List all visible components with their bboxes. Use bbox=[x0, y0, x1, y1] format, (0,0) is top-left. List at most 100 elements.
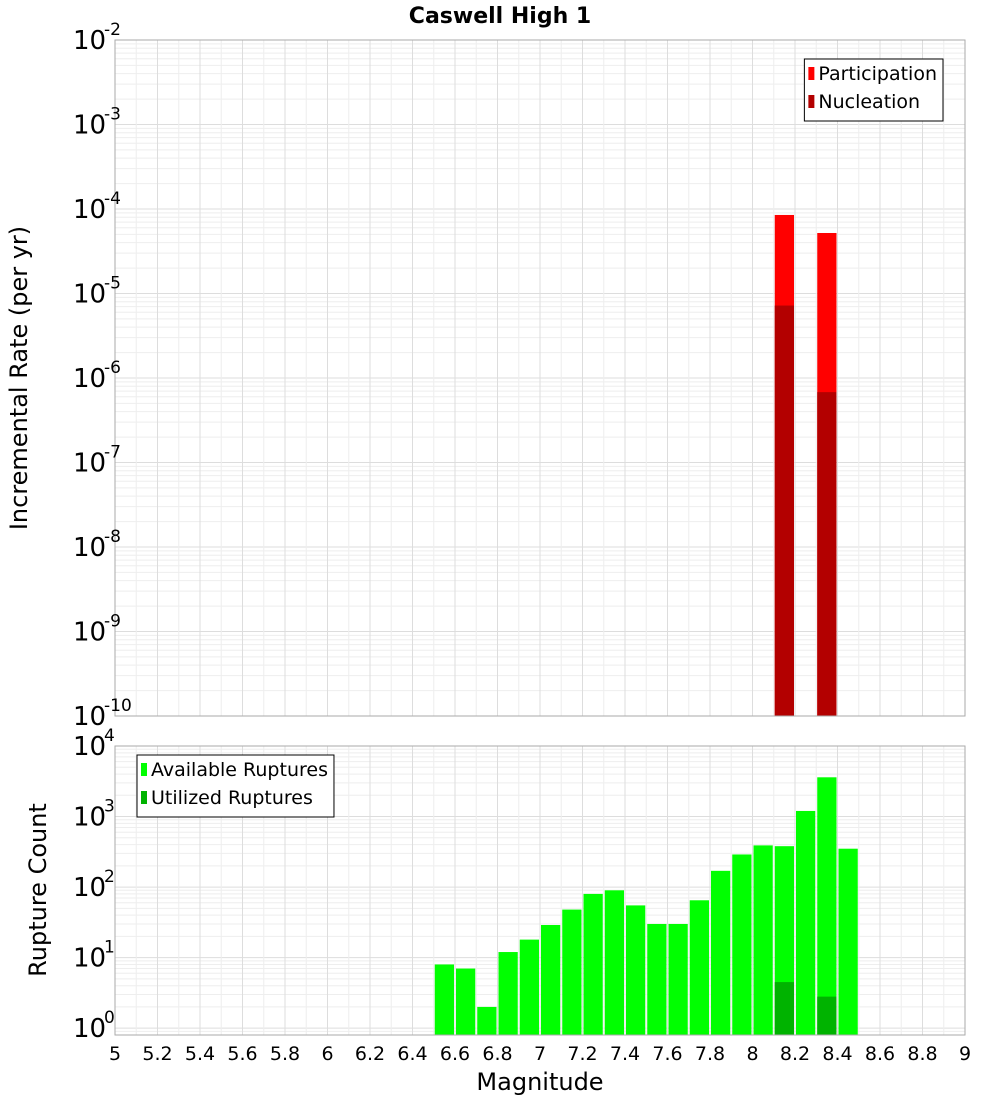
bar-available-ruptures bbox=[711, 870, 731, 1035]
y-tick-label: 10-8 bbox=[73, 527, 121, 563]
x-tick-label: 7 bbox=[534, 1043, 546, 1065]
bar-available-ruptures bbox=[838, 848, 858, 1035]
bar-available-ruptures bbox=[583, 893, 603, 1035]
bar-available-ruptures bbox=[647, 923, 667, 1035]
svg-text:10: 10 bbox=[73, 449, 106, 479]
x-tick-label: 5 bbox=[109, 1043, 121, 1065]
svg-text:-3: -3 bbox=[104, 105, 121, 125]
bar-available-ruptures bbox=[753, 845, 773, 1035]
y-tick-label: 101 bbox=[73, 938, 115, 974]
legend-swatch bbox=[808, 67, 815, 80]
bottom-plot-frame bbox=[114, 745, 966, 1036]
x-ticks: 5 5.2 5.4 5.6 5.8 6 6.2 6.4 6.6 6.8 7 7.2 7.4 7.6 7.8 8… bbox=[109, 1043, 971, 1065]
bar-available-ruptures bbox=[796, 810, 816, 1035]
y-tick-label: 10-6 bbox=[73, 358, 121, 394]
svg-text:10: 10 bbox=[73, 364, 106, 394]
y-tick-label: 100 bbox=[73, 1008, 115, 1044]
svg-text:10: 10 bbox=[73, 1014, 106, 1044]
legend-frame bbox=[136, 754, 335, 818]
bar-available-ruptures bbox=[562, 909, 582, 1035]
svg-text:10: 10 bbox=[73, 111, 106, 141]
bottom-y-axis-label: Rupture Count bbox=[24, 803, 52, 977]
bar-available-ruptures bbox=[604, 890, 624, 1035]
legend-frame bbox=[803, 58, 944, 122]
svg-text:-10: -10 bbox=[104, 696, 132, 716]
y-tick-label: 10-3 bbox=[73, 105, 121, 141]
svg-text:10: 10 bbox=[73, 732, 106, 762]
x-axis-label: Magnitude bbox=[476, 1068, 603, 1096]
y-tick-label: 10-9 bbox=[73, 612, 121, 648]
legend-label: Available Ruptures bbox=[151, 759, 328, 781]
x-tick-label: 5.8 bbox=[270, 1043, 300, 1065]
svg-text:10: 10 bbox=[73, 803, 106, 833]
x-tick-label: 6.8 bbox=[482, 1043, 512, 1065]
bar-available-ruptures bbox=[689, 900, 709, 1035]
legend-label: Participation bbox=[818, 63, 937, 85]
top-grid bbox=[114, 40, 966, 717]
svg-text:10: 10 bbox=[73, 195, 106, 225]
bar-available-ruptures bbox=[817, 777, 837, 1035]
x-tick-label: 5.2 bbox=[142, 1043, 172, 1065]
y-tick-label: 10-10 bbox=[73, 696, 132, 732]
x-tick-label: 8.6 bbox=[865, 1043, 895, 1065]
bar-available-ruptures bbox=[541, 925, 561, 1035]
svg-text:10: 10 bbox=[73, 873, 106, 903]
svg-text:10: 10 bbox=[73, 533, 106, 563]
legend-swatch bbox=[141, 763, 147, 776]
svg-text:10: 10 bbox=[73, 26, 106, 56]
x-tick-label: 7.6 bbox=[652, 1043, 682, 1065]
y-tick-label: 102 bbox=[73, 867, 115, 903]
y-tick-label: 10-5 bbox=[73, 274, 121, 310]
bar-available-ruptures bbox=[519, 939, 539, 1035]
svg-text:-2: -2 bbox=[104, 20, 121, 40]
x-tick-label: 5.6 bbox=[227, 1043, 257, 1065]
bar-available-ruptures bbox=[456, 968, 476, 1035]
svg-text:-5: -5 bbox=[104, 274, 121, 294]
x-tick-label: 8 bbox=[746, 1043, 758, 1065]
x-tick-label: 8.4 bbox=[822, 1043, 852, 1065]
x-tick-label: 6.2 bbox=[355, 1043, 385, 1065]
bar-nucleation bbox=[774, 305, 794, 716]
svg-text:-9: -9 bbox=[104, 612, 121, 632]
x-tick-label: 5.4 bbox=[185, 1043, 215, 1065]
top-bars bbox=[774, 214, 837, 716]
x-tick-label: 6.6 bbox=[440, 1043, 470, 1065]
bar-available-ruptures bbox=[498, 952, 518, 1035]
x-tick-label: 6 bbox=[321, 1043, 333, 1065]
svg-text:-7: -7 bbox=[104, 443, 121, 463]
svg-text:0: 0 bbox=[104, 1008, 115, 1028]
y-tick-label: 10-4 bbox=[73, 189, 121, 225]
y-tick-label: 103 bbox=[73, 797, 115, 833]
bar-available-ruptures bbox=[434, 964, 454, 1035]
bar-available-ruptures bbox=[477, 1006, 497, 1035]
svg-text:3: 3 bbox=[104, 797, 115, 817]
svg-text:4: 4 bbox=[104, 726, 115, 746]
legend-swatch bbox=[141, 791, 147, 804]
x-tick-label: 7.2 bbox=[567, 1043, 597, 1065]
y-tick-label: 104 bbox=[73, 726, 115, 762]
svg-text:10: 10 bbox=[73, 618, 106, 648]
y-tick-label: 10-7 bbox=[73, 443, 121, 479]
x-tick-label: 6.4 bbox=[397, 1043, 427, 1065]
legend-label: Nucleation bbox=[818, 91, 920, 113]
bar-nucleation bbox=[817, 392, 837, 716]
y-tick-label: 10-2 bbox=[73, 20, 121, 56]
top-y-axis-label: Incremental Rate (per yr) bbox=[5, 226, 33, 530]
bar-utilized-ruptures bbox=[817, 996, 837, 1035]
x-tick-label: 8.2 bbox=[780, 1043, 810, 1065]
bar-utilized-ruptures bbox=[774, 982, 794, 1035]
svg-text:10: 10 bbox=[73, 944, 106, 974]
svg-text:1: 1 bbox=[104, 938, 115, 958]
bar-available-ruptures bbox=[626, 905, 646, 1035]
svg-text:10: 10 bbox=[73, 702, 106, 732]
x-tick-label: 7.8 bbox=[695, 1043, 725, 1065]
chart-title: Caswell High 1 bbox=[409, 4, 591, 29]
svg-text:-6: -6 bbox=[104, 358, 121, 378]
x-tick-label: 8.8 bbox=[907, 1043, 937, 1065]
x-tick-label: 9 bbox=[959, 1043, 971, 1065]
